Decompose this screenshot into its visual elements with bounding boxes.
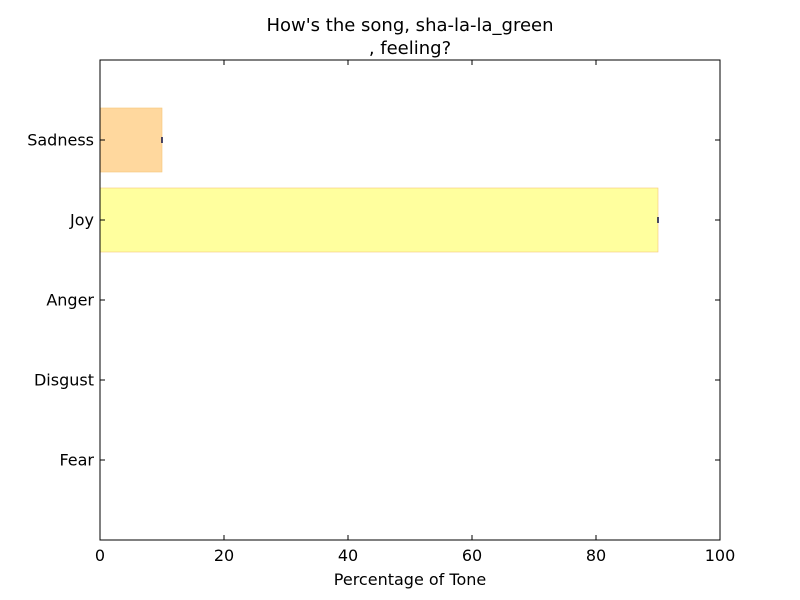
plot-area: Fear Disgust Anger Joy Sadness 0 20 40 60 80 100 <box>27 59 736 565</box>
y-tick-label-sadness: Sadness <box>27 131 94 150</box>
x-tick-label-40: 40 <box>338 546 358 565</box>
y-tick-label-fear: Fear <box>59 451 94 470</box>
bar-joy <box>99 187 659 253</box>
x-tick-label-20: 20 <box>214 546 234 565</box>
bar-sadness <box>99 107 163 173</box>
x-tick-label-0: 0 <box>95 546 105 565</box>
y-tick-label-joy: Joy <box>69 211 94 230</box>
x-axis-label: Percentage of Tone <box>334 570 486 589</box>
y-tick-label-anger: Anger <box>46 291 94 310</box>
y-tick-label-disgust: Disgust <box>34 371 94 390</box>
chart-title-line-1: How's the song, sha-la-la_green <box>266 15 553 36</box>
chart-title-line-2: , feeling? <box>369 38 451 59</box>
x-tick-label-60: 60 <box>462 546 482 565</box>
x-tick-label-80: 80 <box>586 546 606 565</box>
x-tick-label-100: 100 <box>705 546 736 565</box>
